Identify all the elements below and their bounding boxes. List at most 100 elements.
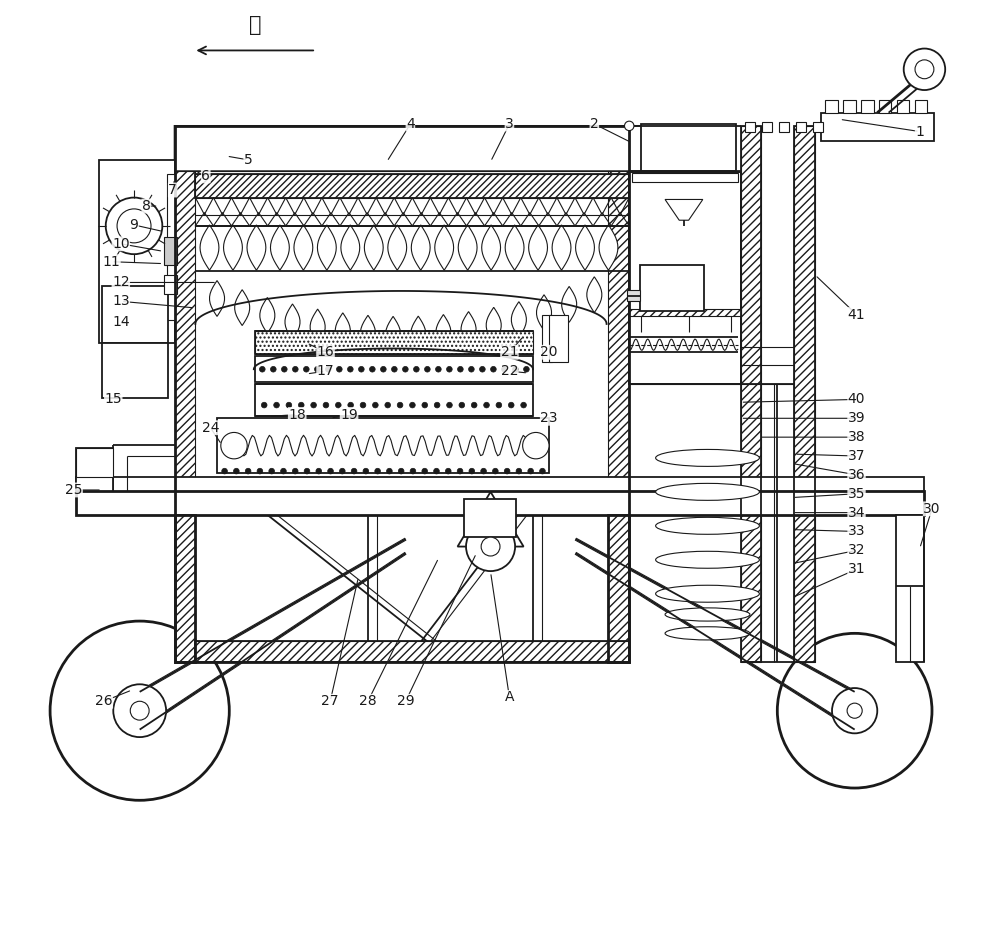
Circle shape — [422, 402, 428, 408]
Text: 38: 38 — [848, 430, 865, 445]
Circle shape — [436, 366, 441, 372]
Bar — [255, 330, 533, 354]
Circle shape — [303, 366, 309, 372]
Polygon shape — [458, 492, 524, 547]
Polygon shape — [294, 225, 313, 271]
Text: 35: 35 — [848, 487, 865, 500]
Polygon shape — [247, 225, 266, 271]
Bar — [794, 126, 815, 661]
Bar — [627, 290, 640, 302]
Circle shape — [286, 402, 292, 408]
Circle shape — [335, 402, 341, 408]
Text: 23: 23 — [540, 412, 558, 426]
Circle shape — [516, 468, 522, 474]
Text: 25: 25 — [65, 483, 82, 497]
Bar — [76, 447, 113, 477]
Bar — [779, 122, 789, 131]
Text: 24: 24 — [202, 421, 219, 435]
Circle shape — [113, 684, 166, 737]
Polygon shape — [335, 313, 350, 349]
Circle shape — [245, 468, 251, 474]
Polygon shape — [285, 304, 300, 340]
Circle shape — [274, 402, 279, 408]
Circle shape — [434, 402, 440, 408]
Bar — [76, 491, 924, 515]
Text: 28: 28 — [359, 694, 377, 709]
Bar — [608, 515, 629, 661]
Circle shape — [422, 468, 428, 474]
Circle shape — [484, 402, 489, 408]
Bar — [629, 309, 741, 316]
Polygon shape — [386, 316, 401, 352]
Text: 7: 7 — [168, 183, 177, 197]
Circle shape — [447, 366, 452, 372]
Bar — [608, 126, 629, 661]
Bar — [255, 330, 533, 354]
Text: 33: 33 — [848, 524, 865, 538]
Circle shape — [493, 468, 498, 474]
Text: 41: 41 — [848, 307, 865, 322]
Text: 1: 1 — [915, 125, 924, 138]
Circle shape — [481, 468, 486, 474]
Circle shape — [326, 366, 331, 372]
Bar — [195, 174, 629, 198]
Bar — [164, 275, 177, 294]
Circle shape — [471, 402, 477, 408]
Circle shape — [221, 432, 247, 459]
Circle shape — [469, 366, 474, 372]
Circle shape — [398, 468, 404, 474]
Polygon shape — [461, 311, 476, 347]
Bar — [629, 172, 741, 384]
Circle shape — [269, 468, 275, 474]
Bar — [794, 126, 815, 661]
Circle shape — [50, 622, 229, 800]
Circle shape — [445, 468, 451, 474]
Circle shape — [524, 366, 529, 372]
Polygon shape — [341, 225, 360, 271]
Text: 14: 14 — [112, 315, 130, 329]
Polygon shape — [562, 287, 577, 323]
Text: 17: 17 — [317, 364, 334, 378]
Ellipse shape — [665, 627, 750, 639]
Circle shape — [292, 366, 298, 372]
Bar — [255, 356, 533, 382]
Circle shape — [261, 402, 267, 408]
Circle shape — [447, 402, 452, 408]
Circle shape — [491, 366, 496, 372]
Circle shape — [385, 402, 391, 408]
Circle shape — [316, 468, 322, 474]
Text: 21: 21 — [501, 345, 518, 359]
Bar — [195, 640, 629, 661]
Polygon shape — [587, 277, 602, 312]
Circle shape — [117, 209, 151, 243]
Text: 20: 20 — [540, 345, 558, 359]
Circle shape — [403, 366, 408, 372]
Polygon shape — [458, 225, 477, 271]
Polygon shape — [411, 316, 426, 352]
Bar — [896, 515, 924, 661]
Bar — [175, 126, 629, 661]
Bar — [762, 122, 772, 131]
Circle shape — [410, 402, 415, 408]
Text: 13: 13 — [112, 294, 130, 308]
Bar — [175, 129, 821, 661]
Text: 12: 12 — [112, 275, 130, 289]
Bar — [542, 314, 552, 361]
Text: 5: 5 — [244, 153, 253, 166]
Polygon shape — [529, 225, 547, 271]
Bar — [741, 126, 761, 661]
Text: 前: 前 — [249, 15, 261, 35]
Polygon shape — [411, 225, 430, 271]
Circle shape — [502, 366, 507, 372]
Text: 19: 19 — [340, 408, 358, 422]
Bar — [99, 160, 175, 342]
Circle shape — [304, 468, 310, 474]
Bar — [164, 237, 177, 266]
Circle shape — [259, 366, 265, 372]
Circle shape — [513, 366, 518, 372]
Bar — [255, 384, 533, 416]
Text: 37: 37 — [848, 449, 865, 463]
Polygon shape — [388, 225, 407, 271]
Circle shape — [298, 402, 304, 408]
Bar — [825, 100, 838, 113]
